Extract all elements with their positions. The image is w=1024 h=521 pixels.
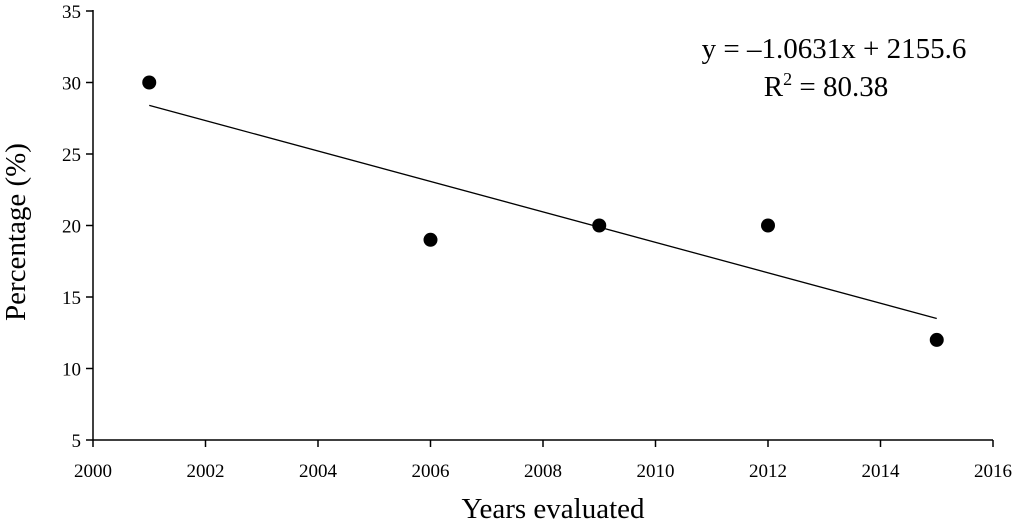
x-tick-label: 2002 <box>187 461 225 482</box>
regression-equation: y = –1.0631x + 2155.6 <box>702 33 967 65</box>
x-tick-label: 2014 <box>862 461 901 482</box>
r-squared-letter: R <box>764 71 784 103</box>
x-tick-label: 2012 <box>749 461 787 482</box>
data-point <box>142 75 157 90</box>
data-points <box>142 75 944 347</box>
y-tick-label: 10 <box>62 360 81 381</box>
y-axis-ticks: 5 10 15 20 25 30 35 <box>62 2 93 452</box>
y-tick-label: 15 <box>62 288 81 309</box>
y-tick-label: 5 <box>72 431 82 452</box>
y-tick-label: 35 <box>62 2 81 23</box>
y-tick-label: 20 <box>62 217 81 238</box>
y-axis-title: Percentage (%) <box>0 143 32 321</box>
x-tick-label: 2006 <box>412 461 450 482</box>
x-tick-label: 2010 <box>637 461 675 482</box>
y-tick-label: 25 <box>62 145 81 166</box>
x-tick-label: 2008 <box>524 461 562 482</box>
trendline-group <box>149 104 937 320</box>
r-squared-label: R2 = 80.38 <box>764 69 888 103</box>
data-point <box>929 332 944 347</box>
x-axis-title: Years evaluated <box>461 493 645 521</box>
trendline <box>149 104 937 320</box>
x-tick-label: 2016 <box>974 461 1012 482</box>
data-point <box>761 218 775 233</box>
r-squared-superscript: 2 <box>783 69 792 89</box>
x-tick-label: 2004 <box>299 461 338 482</box>
x-tick-label: 2000 <box>74 461 112 482</box>
x-axis-ticks: 2000 2002 2004 2006 2008 2010 2012 2014 2016 <box>74 440 1012 482</box>
data-point <box>423 232 438 247</box>
r-squared-value: = 80.38 <box>792 71 888 103</box>
y-tick-label: 30 <box>62 74 81 95</box>
data-point <box>592 218 607 233</box>
